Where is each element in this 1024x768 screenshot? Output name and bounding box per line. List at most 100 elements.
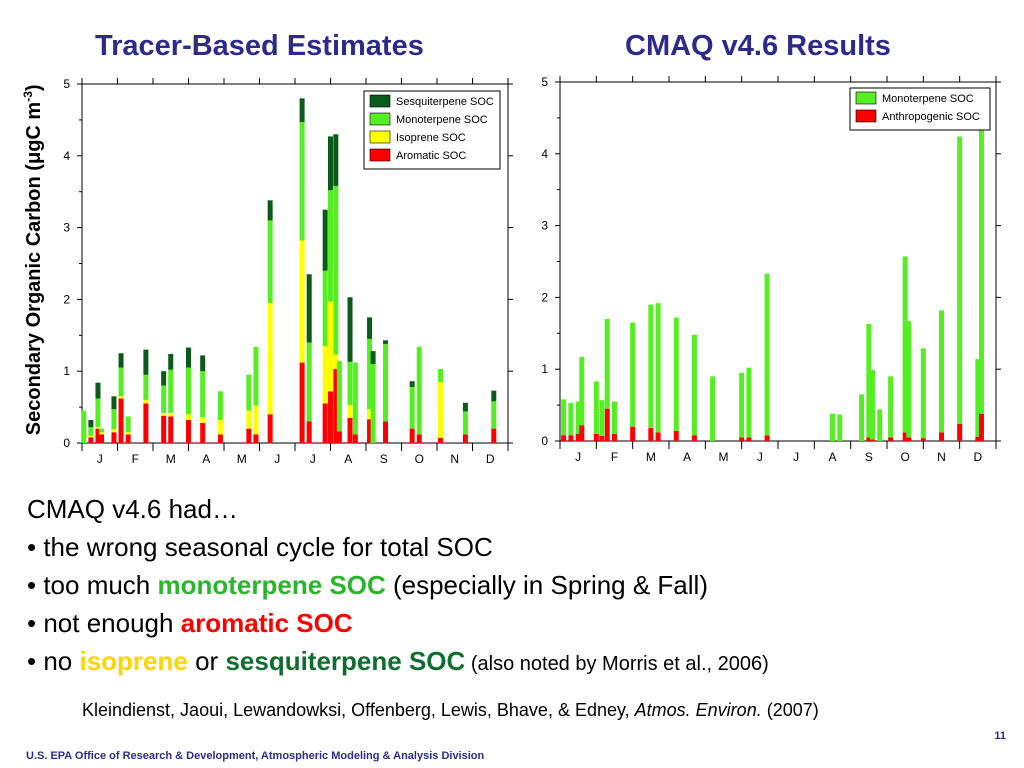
x-tick-label-month: M	[719, 450, 729, 464]
bar-segment	[253, 434, 259, 443]
x-tick-label-month: J	[310, 452, 316, 466]
bar-segment	[161, 385, 167, 413]
bar-segment	[168, 412, 174, 417]
bar-segment	[186, 347, 191, 368]
bar-segment	[267, 200, 273, 221]
y-tick-label: 0	[541, 434, 548, 448]
bar-segment	[333, 369, 339, 443]
bar-segment	[739, 437, 745, 441]
bar-segment	[561, 435, 567, 441]
bar-segment	[95, 427, 101, 429]
bar-segment	[975, 436, 981, 441]
x-tick-label-month: F	[611, 450, 618, 464]
bar-segment	[143, 399, 149, 404]
bullet-aromatic-pre: • not enough	[27, 608, 181, 638]
x-tick-label-month: J	[757, 450, 763, 464]
bar-segment	[267, 414, 273, 443]
bar-segment	[593, 381, 599, 434]
bar-segment	[118, 353, 124, 368]
cmaq-chart: 0 1 2 3 4 5 J F M A M J J A S O N D Monoterpene SOC Anthrop…	[541, 75, 1001, 464]
bar-segment	[599, 400, 605, 436]
bar-segment	[462, 434, 468, 443]
bar-segment	[367, 338, 373, 410]
bar-segment	[579, 356, 585, 426]
bar-segment	[267, 302, 273, 415]
bar-segment	[336, 361, 342, 432]
bar-segment	[920, 438, 926, 441]
bar-segment	[99, 428, 105, 433]
bar-segment	[186, 420, 191, 443]
bar-segment	[161, 412, 167, 416]
bar-segment	[604, 318, 610, 409]
bar-segment	[673, 430, 679, 441]
bar-segment	[322, 403, 328, 443]
highlight-sesquiterpene: sesquiterpene SOC	[225, 646, 466, 676]
bar-segment	[328, 190, 333, 302]
bar-segment	[246, 410, 252, 429]
bar-segment	[217, 434, 223, 443]
bar-segment	[322, 346, 328, 404]
x-tick-label-month: O	[415, 452, 424, 466]
bar-segment	[438, 437, 444, 443]
y-tick-label: 1	[541, 362, 548, 376]
bar-segment	[383, 340, 389, 344]
bullet-aromatic: • not enough aromatic SOC	[27, 604, 769, 642]
bar-segment	[253, 346, 259, 406]
citation-authors: Kleindienst, Jaoui, Lewandowksi, Offenbe…	[82, 700, 635, 720]
bar-segment	[88, 437, 94, 443]
legend-label: Anthropogenic SOC	[882, 111, 980, 123]
bar-segment	[347, 404, 353, 418]
bar-segment	[491, 390, 497, 402]
legend-label: Monoterpene SOC	[396, 114, 488, 126]
x-tick-label-month: O	[900, 450, 909, 464]
bar-segment	[333, 185, 339, 355]
bar-segment	[648, 304, 654, 429]
bar-segment	[88, 435, 94, 438]
bar-segment	[143, 349, 149, 375]
y-tick-label: 1	[63, 364, 70, 378]
bar-segment	[168, 416, 174, 443]
bullet-intro: CMAQ v4.6 had…	[27, 494, 238, 524]
bar-segment	[118, 398, 124, 443]
legend-swatch	[369, 112, 391, 126]
bar-segment	[575, 433, 581, 441]
citation-year: (2007)	[761, 700, 819, 720]
y-tick-label: 5	[63, 77, 70, 91]
bar-segment	[920, 348, 926, 439]
bar-segment	[168, 353, 174, 370]
bar-segment	[95, 382, 101, 399]
bar-segment	[88, 427, 94, 436]
bar-segment	[200, 371, 206, 418]
bullet-note: (also noted by Morris et al., 2006)	[465, 653, 769, 675]
bar-segment	[906, 321, 912, 438]
bar-segment	[939, 432, 944, 441]
bar-segment	[367, 409, 373, 420]
bar-segment	[416, 434, 422, 443]
bar-segment	[88, 420, 94, 428]
x-tick-label-month: S	[380, 452, 388, 466]
bar-segment	[462, 411, 468, 435]
x-tick-label-month: D	[486, 452, 495, 466]
bar-segment	[837, 414, 843, 441]
highlight-aromatic: aromatic SOC	[180, 608, 353, 638]
bar-segment	[462, 402, 468, 412]
citation-journal: Atmos. Environ.	[634, 700, 762, 720]
bar-segment	[253, 405, 259, 435]
y-tick-label: 3	[541, 219, 548, 233]
bar-segment	[347, 417, 353, 443]
y-tick-label: 2	[541, 290, 548, 304]
bar-segment	[866, 437, 872, 441]
bar-segment	[975, 359, 981, 437]
bar-segment	[830, 413, 835, 441]
bar-segment	[328, 136, 333, 191]
highlight-isoprene: isoprene	[79, 646, 188, 676]
legend-swatch	[369, 148, 391, 162]
bar-segment	[655, 432, 661, 441]
bar-segment	[299, 362, 305, 443]
bar-segment	[125, 434, 131, 443]
bar-segment	[648, 428, 654, 441]
x-tick-label-month: A	[683, 450, 691, 464]
bar-segment	[299, 240, 305, 363]
bullet-monoterpene-pre: • too much	[27, 570, 158, 600]
bar-segment	[888, 376, 894, 438]
